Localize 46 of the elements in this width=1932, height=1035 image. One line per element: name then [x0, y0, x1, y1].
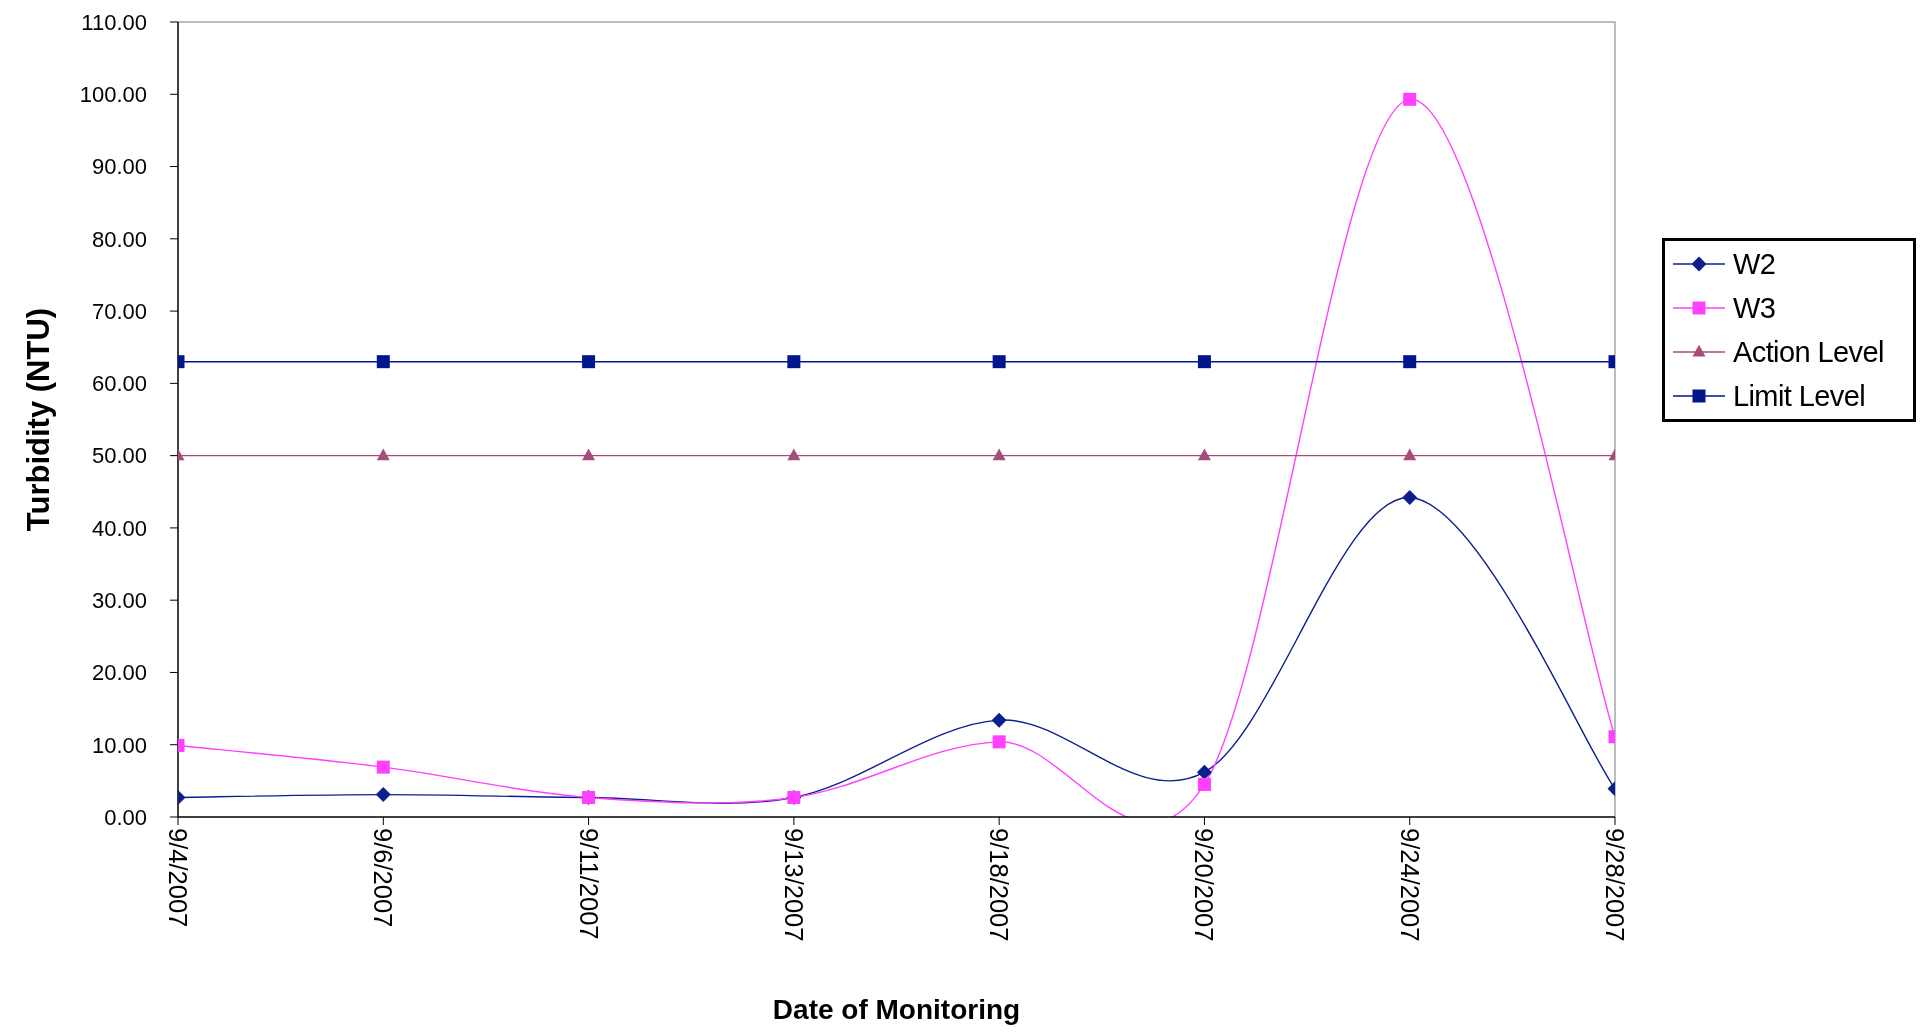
y-tick-label: 80.00: [91, 226, 147, 252]
point: [1197, 448, 1211, 461]
x-tick-label: 9/11/2007: [574, 828, 603, 940]
y-axis-title: Turbidity (NTU): [20, 307, 56, 532]
legend-label: W2: [1733, 247, 1776, 281]
point: [787, 448, 801, 461]
x-tick-label: 9/20/2007: [1190, 828, 1219, 942]
x-tick-label: 9/6/2007: [369, 828, 398, 928]
point: [787, 355, 801, 369]
x-tick-label: 9/18/2007: [985, 828, 1014, 942]
x-tick-label: 9/13/2007: [779, 828, 808, 942]
point: [376, 355, 390, 369]
y-tick-label: 40.00: [91, 515, 147, 541]
y-tick-label: 0.00: [104, 804, 147, 830]
point: [582, 448, 596, 461]
point: [1197, 777, 1211, 791]
point: [1403, 92, 1417, 106]
y-tick-label: 50.00: [91, 443, 147, 469]
point: [1403, 355, 1417, 369]
y-tick-label: 110.00: [81, 9, 147, 35]
y-tick-label: 60.00: [91, 371, 147, 397]
point: [376, 448, 390, 461]
point: [992, 448, 1006, 461]
x-tick-label: 9/4/2007: [164, 828, 193, 928]
point: [376, 760, 390, 774]
point: [1403, 448, 1417, 461]
y-tick-label: 70.00: [91, 298, 147, 324]
x-axis-title: Date of Monitoring: [772, 994, 1021, 1025]
x-tick-label: 9/28/2007: [1601, 828, 1630, 942]
point: [992, 355, 1006, 369]
legend-label: Limit Level: [1733, 379, 1866, 413]
point: [1402, 490, 1418, 506]
y-tick-label: 100.00: [79, 82, 147, 108]
point: [991, 712, 1007, 728]
y-tick-label: 30.00: [91, 587, 147, 613]
point: [582, 355, 596, 369]
point: [375, 787, 391, 803]
point: [1196, 764, 1212, 780]
point: [1197, 355, 1211, 369]
y-tick-label: 90.00: [91, 154, 147, 180]
y-tick-label: 20.00: [91, 660, 147, 686]
x-tick-label: 9/24/2007: [1395, 828, 1424, 942]
y-tick-label: 10.00: [91, 732, 147, 758]
point: [992, 735, 1006, 749]
legend-label: W3: [1733, 291, 1776, 325]
legend-label: Action Level: [1733, 335, 1884, 369]
